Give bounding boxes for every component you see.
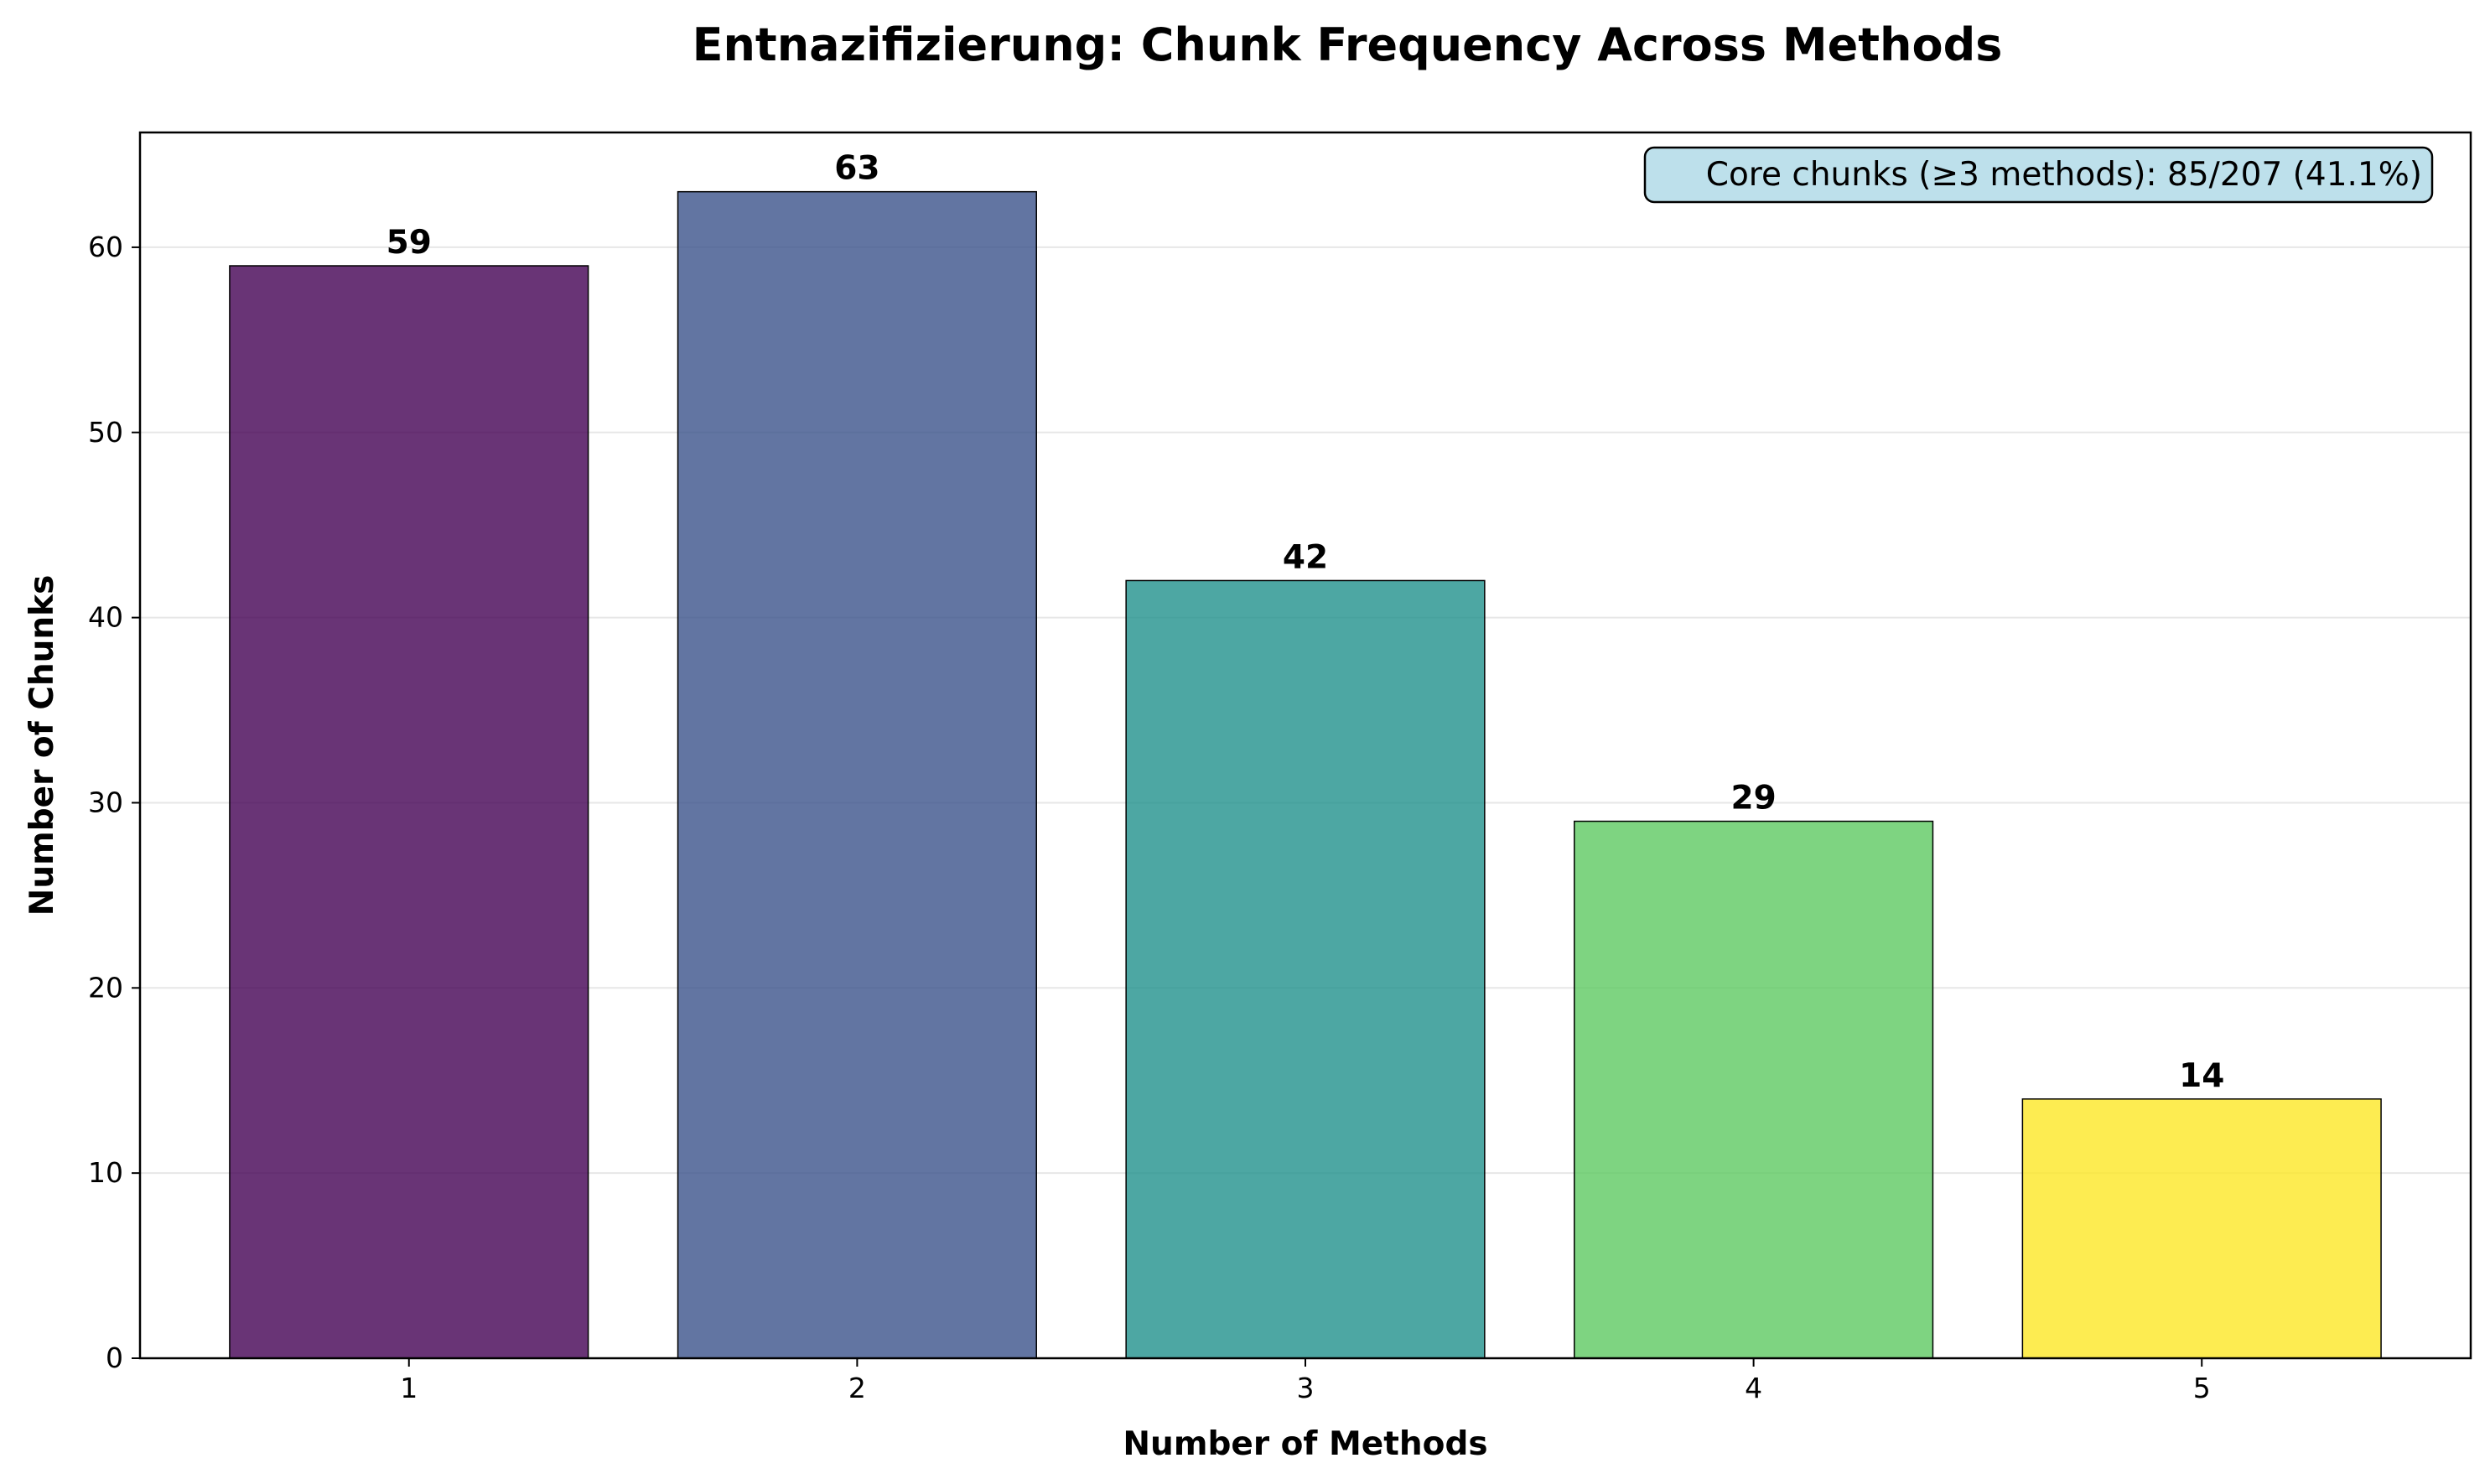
value-label: 63 — [834, 150, 879, 188]
bar-1 — [229, 265, 589, 1359]
bar-2 — [677, 190, 1037, 1359]
y-tick-label: 40 — [88, 601, 123, 634]
y-tick-label: 30 — [88, 786, 123, 818]
y-tick-label: 50 — [88, 416, 123, 449]
y-tick-label: 20 — [88, 971, 123, 1004]
annotation-text: Core chunks (≥3 methods): 85/207 (41.1%) — [1706, 156, 2422, 194]
x-tick-label: 1 — [400, 1372, 418, 1404]
x-tick-label: 3 — [1297, 1372, 1315, 1404]
bar-3 — [1125, 579, 1486, 1359]
data-labels: 59 63 42 29 14 — [386, 150, 2225, 1095]
annotation-box — [1643, 146, 2434, 204]
ticks: 0 10 20 30 40 50 60 1 2 3 4 5 — [88, 231, 2211, 1404]
core-chunks-annotation: Core chunks (≥3 methods): 85/207 (41.1%) — [1643, 146, 2434, 204]
x-tick-label: 5 — [2193, 1372, 2211, 1404]
bar-4 — [1574, 820, 1934, 1359]
x-tick-label: 4 — [1745, 1372, 1762, 1404]
bar-5 — [2021, 1098, 2382, 1359]
x-tick-label: 2 — [848, 1372, 866, 1404]
y-tick-label: 60 — [88, 231, 123, 263]
y-axis-label: Number of Chunks — [23, 575, 61, 916]
value-label: 42 — [1283, 538, 1328, 576]
x-axis-label: Number of Methods — [1123, 1425, 1487, 1463]
y-tick-label: 0 — [106, 1341, 123, 1374]
value-label: 29 — [1730, 780, 1776, 817]
y-tick-label: 10 — [88, 1156, 123, 1189]
value-label: 59 — [386, 224, 432, 262]
bars — [229, 190, 2382, 1359]
chart-title: Entnazifizierung: Chunk Frequency Across… — [693, 18, 2003, 71]
value-label: 14 — [2179, 1057, 2224, 1095]
